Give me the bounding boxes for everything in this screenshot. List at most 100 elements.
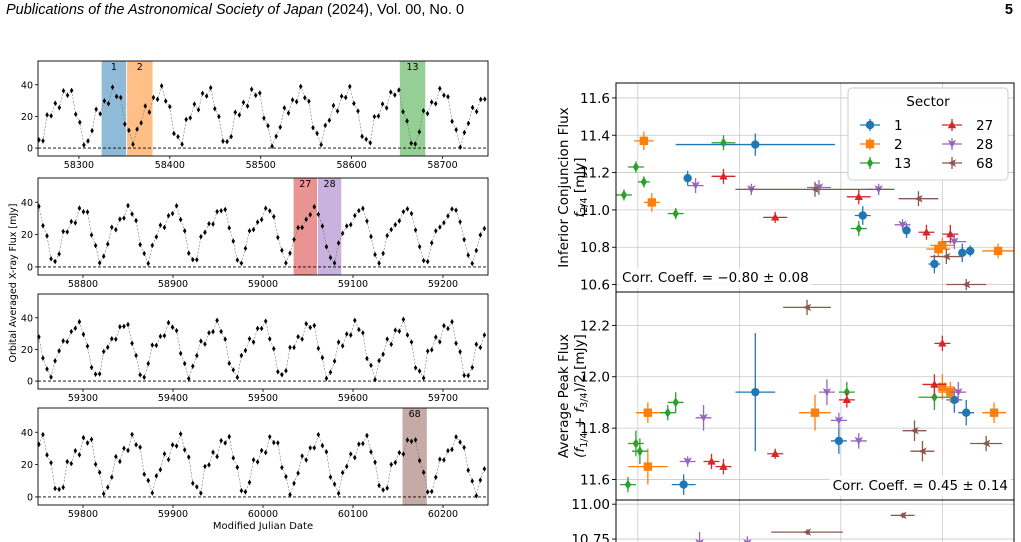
lightcurve-point	[255, 459, 260, 465]
lightcurve-point	[110, 474, 114, 480]
marker-triangle	[930, 380, 939, 388]
sector-band-28	[317, 178, 342, 275]
volume-info: (2024), Vol. 00, No. 0	[323, 2, 465, 18]
lightcurve-point	[450, 206, 454, 212]
lightcurve-point	[483, 96, 487, 102]
lightcurve-point	[184, 116, 188, 123]
x-tick-label: 59000	[248, 279, 278, 290]
lightcurve-point	[166, 213, 171, 219]
lightcurve-point	[105, 241, 110, 247]
panel-frame	[37, 293, 489, 390]
lightcurve-point	[61, 88, 66, 94]
lightcurve-point	[300, 336, 304, 342]
y-tick-label: 11.4	[580, 128, 610, 144]
lightcurve-point	[247, 479, 252, 486]
lightcurve-point	[231, 367, 236, 373]
x-tick-label: 59100	[338, 279, 368, 290]
legend-label-1: 1	[894, 118, 903, 134]
sector-band-label: 2	[137, 62, 143, 73]
lightcurve-point	[381, 250, 385, 257]
lightcurve-point	[122, 445, 126, 451]
lightcurve-point	[413, 437, 418, 443]
marker-triangle	[922, 228, 931, 236]
lightcurve-point	[191, 480, 195, 486]
lightcurve-point	[134, 442, 138, 448]
lightcurve-point	[199, 234, 203, 240]
lightcurve-point	[114, 336, 118, 342]
lightcurve-point	[89, 232, 94, 238]
marker-left	[802, 528, 812, 536]
lightcurve-point	[97, 260, 102, 266]
legend-label-28: 28	[976, 137, 993, 153]
lightcurve-point	[114, 93, 119, 100]
y-axis-label-2: (f1/4 + f3/4)/2 [mJy]	[572, 334, 590, 458]
lightcurve-point	[249, 86, 254, 92]
lightcurve-point	[208, 85, 213, 91]
lightcurve-point	[348, 332, 353, 338]
lightcurve-point	[393, 327, 398, 333]
lightcurve-point	[397, 87, 401, 93]
lightcurve-point	[296, 334, 300, 340]
lightcurve-point	[296, 470, 300, 476]
lightcurve-point	[267, 336, 272, 342]
marker-circle	[958, 248, 967, 258]
lightcurve-point	[470, 104, 475, 111]
lightcurve-point	[284, 368, 288, 374]
lightcurve-point	[320, 442, 325, 449]
lightcurve-point	[377, 358, 381, 364]
lightcurve-point	[233, 109, 238, 115]
lightcurve-point	[262, 115, 266, 121]
x-tick-label: 59900	[158, 509, 188, 520]
lightcurve-point	[401, 316, 406, 322]
lightcurve-point	[178, 350, 183, 357]
lightcurve-point	[369, 449, 373, 455]
lightcurve-point	[393, 92, 397, 98]
lightcurve-point	[85, 440, 90, 446]
marker-tri-down	[950, 237, 959, 246]
lightcurve-point	[401, 451, 406, 457]
scatter-panel-inferior-conjunction: 10.6 10.8 11.0 11.2 11.4 11.6 Inferior Conjunc…	[556, 82, 1015, 294]
lightcurve-point	[235, 257, 240, 263]
lightcurve-point	[200, 90, 205, 96]
lightcurve-point	[450, 118, 454, 124]
lightcurve-point	[97, 469, 102, 476]
lightcurve-point	[102, 98, 107, 104]
lightcurve-point	[328, 369, 333, 375]
lightcurve-point	[134, 218, 138, 224]
lightcurve-point	[101, 491, 106, 497]
lightcurve-point	[142, 250, 146, 257]
lightcurve-point	[94, 106, 98, 112]
lightcurve-point	[49, 374, 53, 380]
marker-circle	[865, 120, 875, 130]
marker-triangle	[719, 172, 728, 180]
y-tick-label: 10.75	[571, 532, 610, 542]
marker-square	[989, 408, 999, 417]
lightcurve-point	[343, 94, 348, 101]
lightcurve-point	[389, 226, 394, 233]
lightcurve-point	[106, 101, 111, 107]
y-tick-label: 20	[21, 345, 33, 356]
x-tick-label: 59500	[248, 393, 278, 404]
lightcurve-point	[482, 332, 487, 338]
lightcurve-point	[81, 331, 86, 337]
lightcurve-point	[353, 317, 357, 323]
lightcurve-point	[217, 114, 221, 120]
lightcurve-point	[272, 439, 276, 446]
lightcurve-point	[466, 120, 471, 126]
lightcurve-point	[182, 360, 187, 367]
lightcurve-point	[207, 462, 211, 468]
lightcurve-point	[438, 339, 442, 345]
lightcurve-point	[434, 228, 438, 234]
lightcurve-point	[61, 228, 65, 235]
lightcurve-point	[393, 222, 398, 228]
lightcurve-point	[274, 133, 278, 139]
lightcurve-point	[324, 244, 329, 250]
lightcurve-point	[409, 339, 414, 345]
marker-diamond	[672, 397, 679, 408]
lightcurve-point	[304, 216, 308, 222]
lightcurve-point	[413, 365, 418, 371]
lightcurve-point	[353, 455, 357, 461]
lightcurve-point	[397, 218, 402, 224]
lightcurve-point	[239, 488, 244, 494]
corr-coeff-annotation: Corr. Coeff. = −0.80 ± 0.08	[622, 270, 809, 286]
